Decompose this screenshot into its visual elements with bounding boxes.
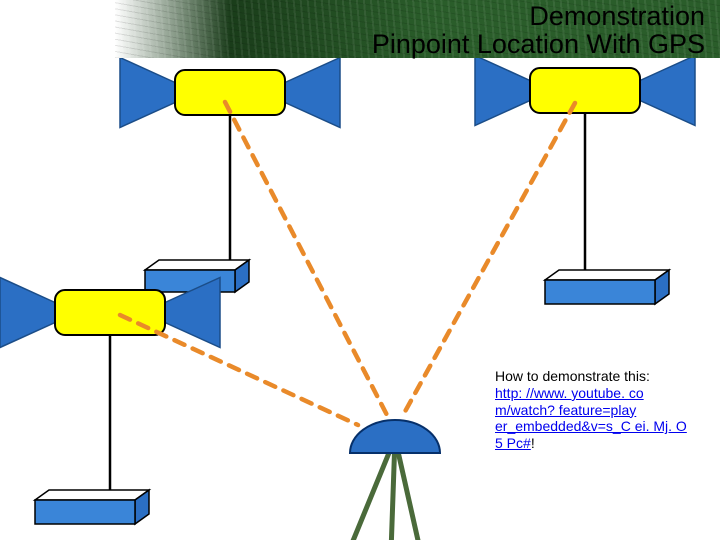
gps-receiver [344,420,440,540]
demo-instruction-box: How to demonstrate this: http: //www. yo… [495,368,695,452]
sat-top-left [120,58,340,293]
title-line-2: Pinpoint Location With GPS [372,30,705,58]
sat-bottom-left [0,278,220,525]
title-line-1: Demonstration [372,2,705,30]
demo-intro-text: How to demonstrate this: [495,368,650,384]
sat-top-right [475,56,695,305]
gps-diagram [0,0,720,540]
page-title: Demonstration Pinpoint Location With GPS [372,2,705,59]
youtube-link[interactable]: http: //www. youtube. co m/watch? featur… [495,385,687,451]
demo-trailing: ! [531,435,535,451]
